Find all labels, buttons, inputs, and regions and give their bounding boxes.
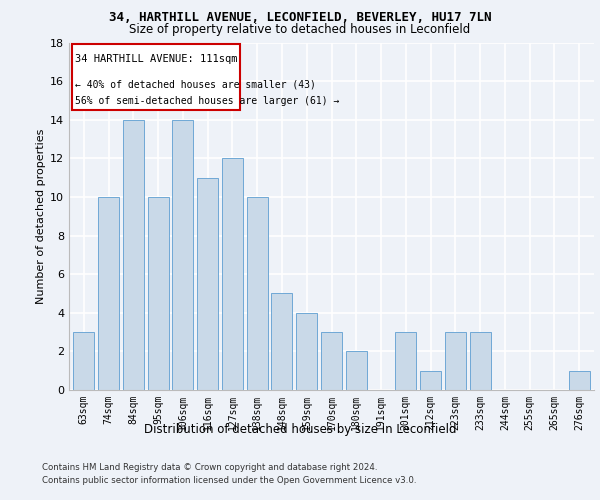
Bar: [73, 332, 94, 390]
Bar: [346, 352, 367, 390]
Text: Size of property relative to detached houses in Leconfield: Size of property relative to detached ho…: [130, 22, 470, 36]
Bar: [420, 370, 441, 390]
Text: 56% of semi-detached houses are larger (61) →: 56% of semi-detached houses are larger (…: [75, 96, 340, 106]
Bar: [296, 313, 317, 390]
Bar: [172, 120, 193, 390]
Text: 34 HARTHILL AVENUE: 111sqm: 34 HARTHILL AVENUE: 111sqm: [74, 54, 237, 64]
Bar: [148, 197, 169, 390]
Bar: [445, 332, 466, 390]
Bar: [395, 332, 416, 390]
Bar: [247, 197, 268, 390]
Bar: [321, 332, 342, 390]
FancyBboxPatch shape: [72, 44, 240, 110]
Bar: [123, 120, 144, 390]
Bar: [569, 370, 590, 390]
Text: ← 40% of detached houses are smaller (43): ← 40% of detached houses are smaller (43…: [75, 79, 316, 89]
Bar: [271, 294, 292, 390]
Bar: [470, 332, 491, 390]
Text: Distribution of detached houses by size in Leconfield: Distribution of detached houses by size …: [144, 422, 456, 436]
Bar: [222, 158, 243, 390]
Text: Contains HM Land Registry data © Crown copyright and database right 2024.: Contains HM Land Registry data © Crown c…: [42, 462, 377, 471]
Text: 34, HARTHILL AVENUE, LECONFIELD, BEVERLEY, HU17 7LN: 34, HARTHILL AVENUE, LECONFIELD, BEVERLE…: [109, 11, 491, 24]
Y-axis label: Number of detached properties: Number of detached properties: [36, 128, 46, 304]
Bar: [98, 197, 119, 390]
Text: Contains public sector information licensed under the Open Government Licence v3: Contains public sector information licen…: [42, 476, 416, 485]
Bar: [197, 178, 218, 390]
